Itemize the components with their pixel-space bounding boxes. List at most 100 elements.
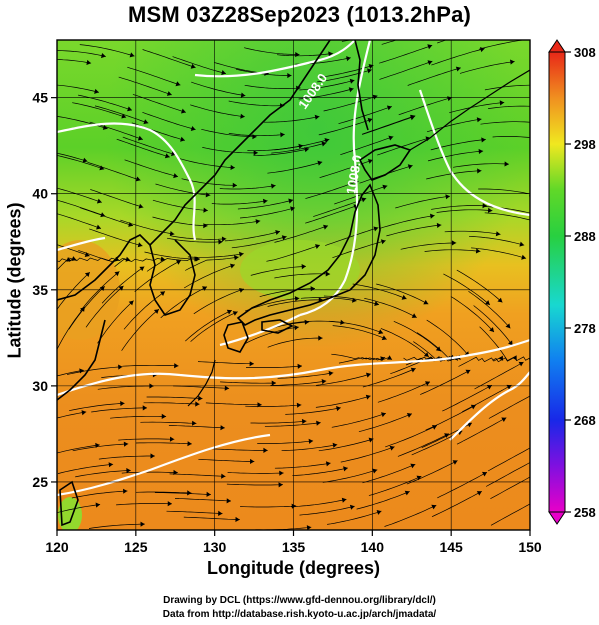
streamline: [482, 206, 530, 214]
colorbar: 308 298 288 278 268 258: [548, 39, 596, 525]
streamline-arrowhead: [455, 66, 461, 72]
streamline: [90, 189, 144, 208]
streamline-arrowhead: [137, 135, 143, 141]
streamline: [116, 138, 170, 158]
streamline-arrowhead: [224, 385, 230, 391]
streamline: [142, 49, 196, 68]
credit-drawing: Drawing by DCL (https://www.gfd-dennou.o…: [163, 595, 436, 606]
streamline: [315, 395, 371, 408]
streamline: [291, 498, 347, 508]
streamline-arrowhead: [128, 300, 134, 306]
streamline: [484, 212, 530, 221]
streamline-arrowhead: [296, 402, 302, 408]
streamline: [72, 102, 127, 118]
streamline: [87, 161, 141, 181]
streamline-arrowhead: [532, 120, 537, 125]
streamline-arrowhead: [498, 355, 503, 361]
y-tick-label: 30: [32, 378, 48, 394]
streamline-arrowhead: [221, 70, 226, 75]
streamline: [124, 159, 179, 178]
isobar-label: 1008.0: [343, 154, 365, 196]
streamline: [71, 490, 128, 499]
streamline: [57, 463, 114, 474]
streamline-arrowhead: [84, 272, 90, 277]
streamline-arrowhead: [374, 301, 379, 306]
streamline: [487, 447, 530, 472]
streamline: [299, 505, 355, 516]
streamline-arrowhead: [535, 472, 540, 477]
streamline-arrowhead: [485, 300, 490, 305]
colorbar-min-arrow: [548, 511, 566, 525]
streamline-arrowhead: [423, 352, 429, 357]
streamline-arrowhead: [301, 418, 307, 424]
streamline-arrowhead: [123, 488, 128, 494]
streamline-arrowhead: [325, 271, 331, 277]
streamline-arrowhead: [297, 363, 302, 369]
streamline-arrowhead: [221, 473, 226, 479]
streamline-arrowhead: [125, 256, 131, 262]
streamline-arrowhead: [324, 138, 330, 143]
streamline: [257, 440, 314, 444]
streamline-arrowhead: [478, 148, 484, 154]
streamline-arrowhead: [298, 143, 304, 149]
streamline-arrowhead: [432, 425, 437, 430]
streamline: [298, 88, 354, 100]
streamline-arrowhead: [411, 313, 417, 318]
streamline: [384, 504, 437, 527]
streamline: [98, 455, 155, 460]
streamline: [244, 47, 300, 55]
streamline-arrowhead: [86, 59, 92, 65]
streamline-arrowhead: [373, 226, 379, 232]
streamline: [459, 61, 515, 74]
streamline: [436, 209, 493, 213]
streamline: [91, 407, 147, 413]
streamline-arrowhead: [508, 340, 513, 346]
streamline-arrowhead: [220, 425, 225, 431]
streamline: [361, 115, 416, 135]
colorbar-tick-label: 278: [574, 321, 596, 336]
streamline-arrowhead: [476, 491, 482, 496]
streamline: [57, 244, 90, 257]
streamline: [69, 402, 125, 412]
streamline-arrowhead: [218, 510, 223, 516]
streamline-arrowhead: [532, 444, 537, 449]
streamline-arrowhead: [495, 231, 501, 237]
x-tick-label: 130: [203, 539, 227, 555]
streamline: [318, 438, 374, 452]
streamline-arrowhead: [332, 442, 338, 448]
streamline: [267, 161, 323, 174]
streamline-arrowhead: [476, 117, 482, 123]
streamline-arrowhead: [444, 433, 449, 438]
streamline: [431, 48, 485, 66]
streamline-arrowhead: [535, 498, 540, 503]
streamline-arrowhead: [135, 176, 141, 182]
streamline-arrowhead: [160, 256, 166, 262]
streamline-arrowhead: [381, 412, 386, 418]
coastlines: [57, 40, 530, 527]
streamline-arrowhead: [181, 108, 186, 114]
streamline-arrowhead: [301, 264, 306, 270]
streamline-arrowhead: [392, 27, 397, 32]
streamline: [263, 116, 320, 123]
streamline-arrowhead: [317, 160, 323, 166]
streamline-arrowhead: [101, 53, 106, 59]
streamline: [292, 467, 348, 477]
streamline-arrowhead: [100, 212, 106, 218]
streamline-arrowhead: [82, 157, 88, 163]
streamline: [190, 104, 245, 118]
streamline-arrowhead: [271, 380, 276, 386]
streamline: [406, 460, 458, 485]
streamline: [274, 225, 329, 243]
streamline: [185, 309, 232, 342]
streamline-arrowhead: [128, 222, 133, 227]
streamline-arrowhead: [153, 309, 159, 314]
streamline: [228, 133, 285, 137]
streamline: [420, 369, 471, 395]
streamline: [270, 380, 327, 386]
streamline: [385, 425, 438, 448]
streamline: [79, 44, 135, 57]
streamline-arrowhead: [221, 236, 227, 242]
streamline-arrowhead: [321, 379, 327, 385]
credit-data: Data from http://database.rish.kyoto-u.a…: [162, 609, 437, 620]
colorbar-scale: [548, 51, 566, 513]
